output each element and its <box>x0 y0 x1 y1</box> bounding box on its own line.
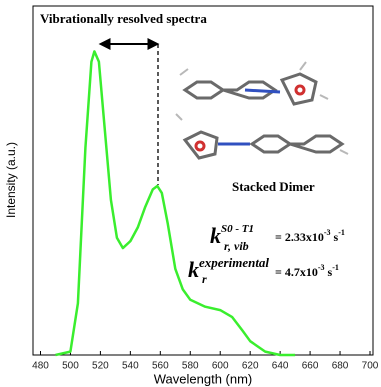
x-tick-label: 540 <box>122 361 139 372</box>
x-tick-label: 580 <box>182 361 199 372</box>
x-tick-label: 680 <box>332 361 349 372</box>
rate-exp-sup: experimental <box>199 255 269 270</box>
arrow-label: Vibrationally resolved spectra <box>40 11 207 26</box>
rate-exp-exp: -3 <box>318 263 325 272</box>
rate-exp-value: = 4.7x10 <box>275 265 318 279</box>
x-tick-label: 520 <box>92 361 109 372</box>
rate-vib-sub: r, vib <box>224 239 249 253</box>
page: {"chart_data": {"type": "line", "x_label… <box>0 0 381 387</box>
rate-vib-exp: -3 <box>324 228 331 237</box>
rate-vib-symbol: k <box>210 223 221 248</box>
rate-vib-sup: S0 - T1 <box>221 223 254 235</box>
molecule-drawing <box>176 62 348 158</box>
x-tick-label: 560 <box>152 361 169 372</box>
x-tick-label: 600 <box>212 361 229 372</box>
x-tick-label: 640 <box>272 361 289 372</box>
y-axis-label: Intensity (a.u.) <box>4 142 18 218</box>
x-axis-label: Wavelength (nm) <box>154 371 253 386</box>
x-tick-label: 700 <box>362 361 379 372</box>
rate-exp-symbol: k <box>188 257 199 282</box>
x-tick-label: 480 <box>32 361 49 372</box>
x-tick-label: 660 <box>302 361 319 372</box>
rate-vib-value: = 2.33x10 <box>275 230 324 244</box>
structure-label: Stacked Dimer <box>232 179 315 194</box>
rate-exp-sub: r <box>202 272 207 286</box>
x-tick-label: 500 <box>62 361 79 372</box>
rate-vib-unit-exp: -1 <box>338 228 345 237</box>
rate-exp-unit-exp: -1 <box>332 263 339 272</box>
x-tick-label: 620 <box>242 361 259 372</box>
chart: Intensity (a.u.) Wavelength (nm) Vibrati… <box>0 0 381 387</box>
